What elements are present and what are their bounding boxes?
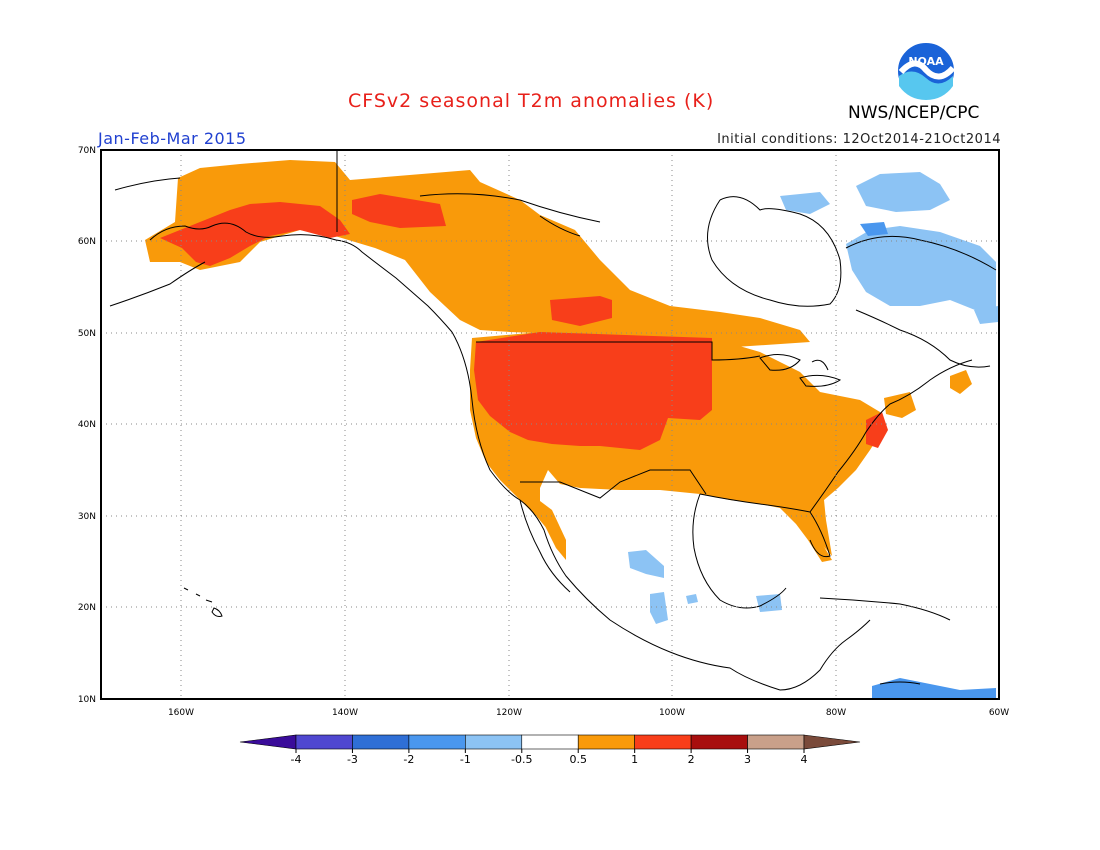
colorbar-tick-label: 4 — [801, 753, 808, 766]
lat-label-10n: 10N — [78, 695, 96, 705]
colorbar-bin-7 — [634, 734, 692, 750]
colorbar-bin-10 — [803, 734, 861, 750]
anomaly-mexico-cool-2 — [650, 592, 668, 624]
anomaly-mexico-cool — [628, 550, 664, 578]
colorbar: -4 -3 -2 -1 -0.5 0.5 1 2 3 4 — [239, 734, 861, 766]
colorbar-bin-9 — [747, 734, 805, 750]
anomaly-greenland-cool — [856, 172, 950, 212]
anomaly-caribbean-cool — [872, 678, 996, 699]
lat-label-40n: 40N — [78, 420, 96, 430]
colorbar-tick-label: -0.5 — [511, 753, 532, 766]
anomaly-yukon-hot — [352, 194, 446, 228]
lat-label-60n: 60N — [78, 237, 96, 247]
colorbar-bin-3 — [408, 734, 466, 750]
colorbar-tick-label: -3 — [347, 753, 358, 766]
anomaly-gulf-cool — [686, 594, 698, 604]
lat-axis: 70N 60N 50N 40N 30N 20N 10N — [78, 146, 96, 705]
anomaly-florida-warm — [780, 508, 832, 562]
lat-label-70n: 70N — [78, 146, 96, 156]
colorbar-bin-5 — [521, 734, 579, 750]
lat-label-20n: 20N — [78, 603, 96, 613]
colorbar-tick-label: -2 — [403, 753, 414, 766]
season-label: Jan-Feb-Mar 2015 — [98, 129, 247, 148]
lon-label-140w: 140W — [332, 708, 358, 718]
colorbar-bin-6 — [577, 734, 635, 750]
agency-label: NWS/NCEP/CPC — [848, 103, 980, 123]
lon-label-160w: 160W — [168, 708, 194, 718]
anomaly-prairie-hot — [550, 296, 612, 326]
lon-label-100w: 100W — [659, 708, 685, 718]
map-frame — [100, 149, 1000, 700]
noaa-logo: NOAA — [895, 40, 957, 106]
anomaly-northeast-hot — [866, 412, 888, 448]
colorbar-bin-0 — [239, 734, 297, 750]
initial-conditions: Initial conditions: 12Oct2014-21Oct2014 — [717, 132, 1001, 147]
lon-axis: 160W 140W 120W 100W 80W 60W — [168, 708, 1009, 718]
colorbar-tick-label: 0.5 — [569, 753, 587, 766]
lat-label-50n: 50N — [78, 329, 96, 339]
anomaly-alaska-hot — [160, 202, 350, 266]
chart-title: CFSv2 seasonal T2m anomalies (K) — [348, 90, 715, 112]
colorbar-tick-label: 2 — [688, 753, 695, 766]
anomaly-west-us-hot — [474, 332, 712, 450]
colorbar-tick-label: 3 — [744, 753, 751, 766]
lon-label-60w: 60W — [989, 708, 1009, 718]
noaa-logo-text: NOAA — [908, 55, 944, 68]
lon-label-80w: 80W — [826, 708, 846, 718]
anomaly-baffin-cool — [780, 192, 830, 214]
anomaly-labrador-cool — [846, 226, 996, 312]
colorbar-tick-label: -4 — [291, 753, 302, 766]
colorbar-bin-2 — [352, 734, 410, 750]
colorbar-bin-8 — [690, 734, 748, 750]
anomaly-labrador-cool-deep — [860, 222, 888, 236]
anomaly-northeast-warm — [884, 392, 916, 418]
lat-label-30n: 30N — [78, 512, 96, 522]
colorbar-bin-4 — [465, 734, 523, 750]
colorbar-tick-label: -1 — [460, 753, 471, 766]
colorbar-bin-1 — [295, 734, 353, 750]
anomaly-yucatan-cool — [756, 594, 782, 612]
anomaly-baja-warm — [536, 498, 566, 560]
anomaly-newfoundland-warm — [950, 370, 972, 394]
colorbar-tick-label: 1 — [631, 753, 638, 766]
lon-label-120w: 120W — [496, 708, 522, 718]
anomaly-nova-cool — [974, 306, 998, 324]
